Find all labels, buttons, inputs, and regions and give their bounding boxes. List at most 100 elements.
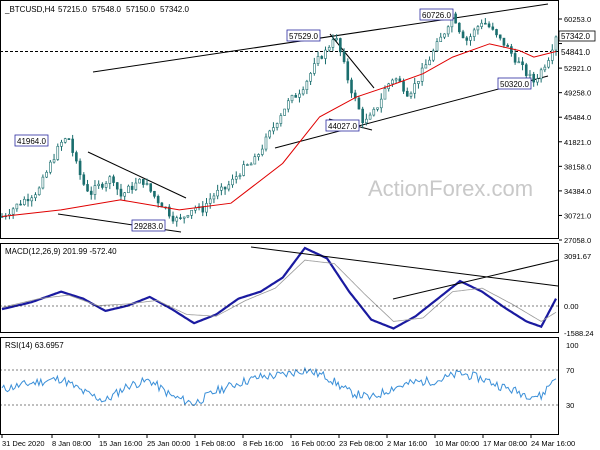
price-bar <box>502 37 506 48</box>
macd-tick-label: 0.00 <box>564 302 579 311</box>
price-bar <box>15 203 19 212</box>
time-label: 8 Feb 16:00 <box>243 439 283 448</box>
price-tick-label: 49258.0 <box>564 89 591 98</box>
price-bar <box>513 48 517 65</box>
price-bar <box>342 48 346 64</box>
rsi-panel <box>0 337 559 435</box>
price-bar <box>45 170 48 179</box>
price-bar <box>75 150 78 164</box>
price-bar <box>283 108 286 116</box>
price-bar <box>205 198 208 217</box>
price-bar <box>435 38 439 52</box>
price-bar <box>168 204 171 219</box>
price-bar <box>175 215 179 227</box>
price-bar <box>346 58 350 84</box>
price-label-60726: 60726.0 <box>419 8 454 21</box>
price-bar <box>465 35 469 46</box>
price-bar <box>279 113 283 127</box>
price-bar <box>249 162 253 166</box>
price-tick-label: 52921.0 <box>564 64 591 73</box>
ohlc-high: 57548.0 <box>92 5 121 14</box>
price-bar <box>313 57 316 76</box>
price-bar <box>398 75 402 83</box>
price-bar <box>372 107 376 117</box>
price-bar <box>424 59 428 69</box>
price-bar <box>253 153 257 165</box>
price-bar <box>335 34 338 42</box>
price-bar <box>260 144 264 157</box>
macd-trendline <box>250 246 559 287</box>
price-bar <box>119 183 123 200</box>
price-title: _BTCUSD,H4 <box>4 5 55 14</box>
price-tick-label: 38158.0 <box>564 162 591 171</box>
price-bar <box>190 209 193 219</box>
price-bar <box>182 216 186 224</box>
time-label: 16 Feb 00:00 <box>291 439 335 448</box>
price-bar <box>405 87 409 97</box>
price-bar <box>130 181 134 194</box>
price-bar <box>387 82 390 92</box>
price-bar <box>491 22 495 31</box>
price-bar <box>480 19 483 30</box>
price-bar <box>93 180 97 200</box>
svg-text:57529.0: 57529.0 <box>289 32 318 41</box>
price-bar <box>357 95 361 110</box>
price-bar <box>272 122 275 135</box>
price-bar <box>97 180 100 189</box>
price-bar <box>186 214 190 219</box>
price-bar <box>294 93 298 98</box>
price-bar <box>78 158 82 180</box>
price-tick-label: 34384.0 <box>564 187 591 196</box>
price-bar <box>212 192 216 204</box>
price-tick-label: 27058.0 <box>564 236 591 245</box>
price-bar <box>309 72 312 86</box>
price-bar <box>60 139 63 151</box>
price-bar <box>432 48 435 62</box>
macd-panel <box>0 243 559 333</box>
price-bar <box>104 181 108 192</box>
svg-text:50320.0: 50320.0 <box>500 80 529 89</box>
macd-title: MACD(12,26,9) 201.99 -572.40 <box>5 247 117 256</box>
price-bar <box>286 98 290 113</box>
price-bar <box>52 153 56 164</box>
price-bar <box>487 21 491 29</box>
rsi-axis: 100 70 30 <box>566 341 579 410</box>
price-bar <box>365 113 368 126</box>
macd-axis: 3091.67 0.00 -1588.24 <box>564 252 594 338</box>
price-bar <box>495 28 498 38</box>
price-bar <box>361 106 364 129</box>
price-bar <box>413 77 417 99</box>
price-bar <box>379 93 383 113</box>
price-bar <box>201 201 205 217</box>
price-bar <box>428 56 431 66</box>
price-bar <box>458 22 461 34</box>
price-bar <box>26 193 30 207</box>
price-bar <box>63 137 67 144</box>
price-bar <box>112 174 115 187</box>
price-bar <box>517 57 521 64</box>
price-bar <box>134 177 138 191</box>
time-label: 17 Mar 08:00 <box>483 439 527 448</box>
price-bar <box>320 55 324 60</box>
price-bar <box>275 122 279 131</box>
price-tick-label: 30721.0 <box>564 211 591 220</box>
price-bar <box>257 153 260 161</box>
price-bar <box>149 183 153 193</box>
price-label-29283: 29283.0 <box>131 219 166 232</box>
current-price-marker: 57342.0 <box>558 30 596 42</box>
price-bar <box>71 134 74 157</box>
price-bar <box>539 67 543 83</box>
rsi-title: RSI(14) 63.6957 <box>5 341 64 350</box>
rsi-tick-label: 70 <box>566 366 574 375</box>
price-bars <box>0 10 558 227</box>
svg-text:44027.0: 44027.0 <box>328 122 357 131</box>
price-bar <box>476 25 480 35</box>
price-label-57529: 57529.0 <box>286 29 321 42</box>
price-bar <box>339 37 342 57</box>
price-tick-label: 41821.0 <box>564 138 591 147</box>
price-bar <box>153 190 156 199</box>
price-bar <box>108 175 112 190</box>
price-bar <box>394 77 398 84</box>
price-bar <box>82 172 86 186</box>
price-bar <box>138 178 141 184</box>
